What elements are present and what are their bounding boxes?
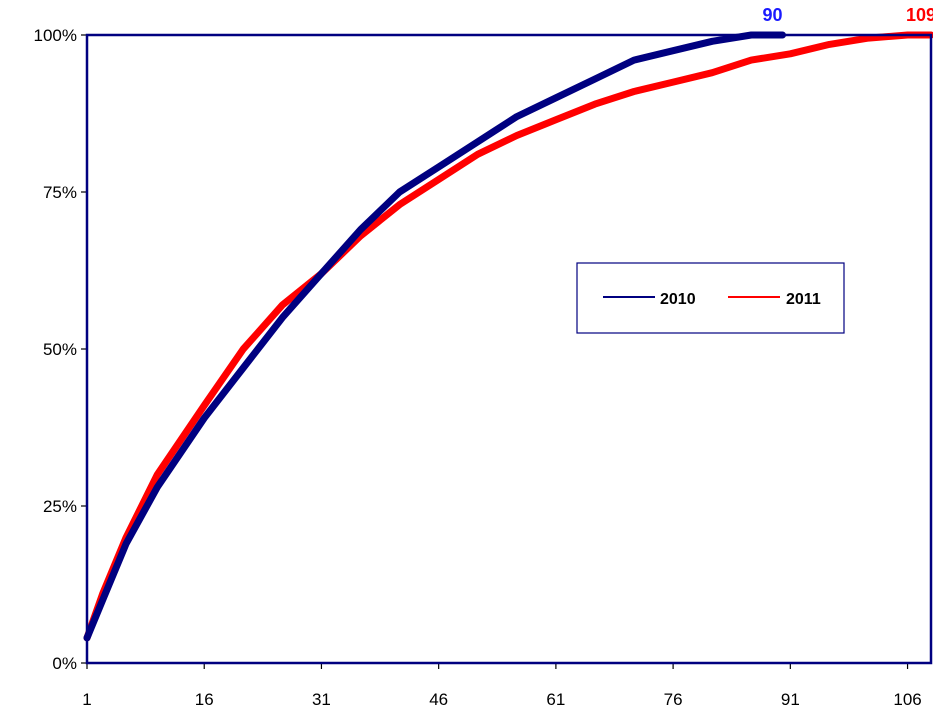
end-label-2010: 90 — [763, 5, 783, 25]
x-tick-label: 106 — [893, 690, 921, 709]
x-tick-label: 16 — [195, 690, 214, 709]
x-tick-label: 46 — [429, 690, 448, 709]
y-tick-label: 75% — [43, 183, 77, 202]
x-tick-label: 31 — [312, 690, 331, 709]
series-layer — [83, 31, 933, 642]
end-label-2011: 109 — [906, 5, 933, 25]
legend: 2010 2011 — [576, 262, 845, 334]
x-tick-label: 61 — [546, 690, 565, 709]
y-axis: 0% 25% 50% 75% 100% — [34, 26, 87, 673]
series-line-2010 — [83, 31, 786, 642]
series-end-labels: 90 109 — [763, 5, 933, 25]
y-tick-label: 100% — [34, 26, 77, 45]
y-tick-label: 25% — [43, 497, 77, 516]
legend-label-2010: 2010 — [660, 291, 696, 308]
x-tick-label: 91 — [781, 690, 800, 709]
legend-label-2011: 2011 — [786, 291, 821, 308]
x-tick-label: 76 — [664, 690, 683, 709]
y-tick-label: 0% — [52, 654, 77, 673]
series-line-2011 — [83, 31, 933, 642]
x-axis: 1 16 31 46 61 76 91 106 — [82, 663, 922, 709]
y-tick-label: 50% — [43, 340, 77, 359]
plot-area-frame — [85, 33, 933, 665]
x-tick-label: 1 — [82, 690, 91, 709]
